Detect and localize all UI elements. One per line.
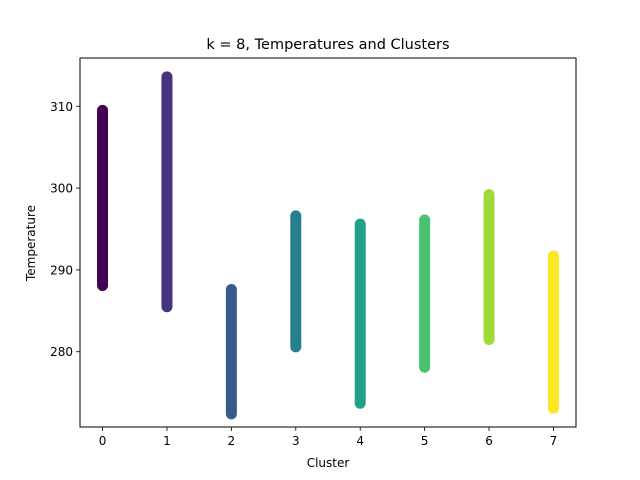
x-axis-ticks: 0 1 2 3 4 5 6 7 [99, 427, 558, 448]
cluster-points [97, 71, 559, 420]
x-tick-label: 0 [99, 434, 107, 448]
x-tick-label: 6 [485, 434, 493, 448]
x-tick-label: 3 [292, 434, 300, 448]
x-tick-label: 1 [163, 434, 171, 448]
y-tick-label: 310 [50, 100, 73, 114]
x-tick-label: 4 [356, 434, 364, 448]
x-axis-label: Cluster [307, 456, 350, 470]
y-axis-label: Temperature [24, 205, 38, 282]
y-axis-ticks: 280 290 300 310 [50, 100, 80, 359]
chart-title: k = 8, Temperatures and Clusters [206, 37, 449, 53]
y-tick-label: 280 [50, 345, 73, 359]
x-tick-label: 5 [421, 434, 429, 448]
plot-frame [79, 57, 577, 428]
y-tick-label: 300 [50, 182, 73, 196]
x-tick-label: 2 [228, 434, 236, 448]
y-tick-label: 290 [50, 263, 73, 277]
x-tick-label: 7 [550, 434, 558, 448]
